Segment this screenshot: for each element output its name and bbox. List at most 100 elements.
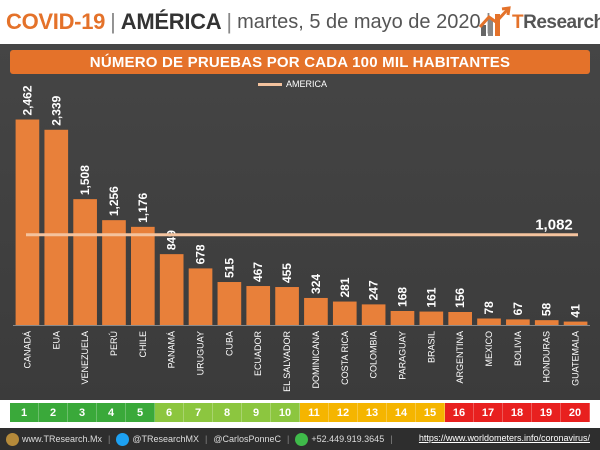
rank-cell: 15: [416, 403, 445, 422]
bar-5: [130, 226, 155, 325]
category-label: PARAGUAY: [397, 331, 407, 380]
rank-cell: 19: [532, 403, 561, 422]
value-label: 156: [453, 288, 467, 308]
value-label: 2,462: [20, 85, 34, 115]
bar-chart: 2,462 CANADÁ 2,339 EUA 1,508 VENEZUELA 1,256 PE…: [13, 85, 590, 392]
bar-9: [246, 286, 271, 325]
category-label: BOLIVIA: [513, 331, 523, 366]
header-topic: COVID-19: [6, 9, 106, 34]
rank-cell: 6: [155, 403, 184, 422]
bar-15: [419, 311, 444, 325]
value-label: 41: [569, 304, 583, 318]
category-label: ECUADOR: [253, 331, 263, 377]
value-label: 849: [165, 230, 179, 250]
category-label: URUGUAY: [196, 331, 206, 375]
rank-cell: 16: [445, 403, 474, 422]
value-label: 467: [251, 262, 265, 282]
rank-cell: 1: [10, 403, 39, 422]
value-label: 515: [222, 258, 236, 278]
rank-cell: 13: [358, 403, 387, 422]
category-label: EUA: [51, 331, 61, 350]
footer: www.TResearch.Mx | @TResearchMX | @Carlo…: [0, 428, 600, 450]
rank-cell: 7: [184, 403, 213, 422]
logo-chart-icon: [478, 6, 511, 36]
header-region: AMÉRICA: [120, 9, 222, 34]
header-separator: |: [110, 9, 116, 34]
category-label: VENEZUELA: [80, 331, 90, 385]
bar-19: [534, 320, 559, 325]
footer-phone[interactable]: +52.449.919.3645: [295, 432, 384, 446]
rank-cell: 11: [300, 403, 329, 422]
header-date: martes, 5 de mayo de 2020: [237, 10, 481, 33]
category-label: CHILE: [138, 331, 148, 358]
reference-value-label: 1,082: [535, 217, 573, 234]
bar-8: [217, 282, 242, 325]
footer-twitter[interactable]: @TResearchMX: [116, 432, 199, 446]
bar-18: [506, 319, 530, 325]
bar-6: [159, 254, 184, 325]
footer-twitter-2[interactable]: @CarlosPonneC: [213, 434, 282, 444]
rank-cell: 12: [329, 403, 358, 422]
category-label: HONDURAS: [542, 331, 552, 383]
header-title: COVID-19 | AMÉRICA | martes, 5 de mayo d…: [6, 8, 496, 36]
bar-13: [361, 304, 386, 325]
rank-cell: 9: [242, 403, 271, 422]
category-label: COLOMBIA: [369, 331, 379, 379]
bar-11: [304, 297, 328, 325]
rank-cell: 10: [271, 403, 300, 422]
value-label: 1,508: [78, 165, 92, 195]
rank-cell: 3: [68, 403, 97, 422]
bar-1: [15, 119, 40, 325]
value-label: 324: [309, 274, 323, 294]
chart-legend: AMERICA: [258, 79, 327, 89]
tresearch-logo: TResearch: [478, 2, 600, 42]
value-label: 78: [482, 301, 496, 315]
rank-cell: 14: [387, 403, 416, 422]
category-label: PANAMÁ: [167, 331, 177, 368]
globe-icon: [6, 432, 19, 446]
source-link[interactable]: https://www.worldometers.info/coronaviru…: [418, 433, 590, 443]
value-label: 67: [511, 302, 525, 316]
footer-separator: |: [287, 434, 290, 444]
bar-2: [44, 129, 69, 325]
category-label: DOMINICANA: [311, 331, 321, 389]
value-label: 455: [280, 263, 294, 283]
value-label: 1,256: [107, 186, 121, 216]
header: COVID-19 | AMÉRICA | martes, 5 de mayo d…: [0, 0, 600, 44]
category-label: GUATEMALA: [571, 331, 581, 386]
legend-line-swatch: [258, 82, 282, 86]
category-label: MEXICO: [484, 331, 494, 367]
bar-10: [275, 287, 299, 325]
category-label: ARGENTINA: [455, 331, 465, 384]
chart-title-bar: NÚMERO DE PRUEBAS POR CADA 100 MIL HABIT…: [10, 50, 590, 74]
bar-4: [102, 220, 126, 325]
category-label: EL SALVADOR: [282, 331, 292, 392]
bar-12: [332, 301, 357, 325]
value-label: 58: [540, 302, 554, 316]
rank-cell: 17: [474, 403, 503, 422]
bar-7: [188, 268, 213, 325]
bar-20: [563, 321, 588, 325]
rank-cell: 20: [561, 403, 590, 422]
category-label: BRASIL: [426, 331, 436, 363]
value-label: 678: [194, 244, 208, 264]
footer-web[interactable]: www.TResearch.Mx: [6, 432, 102, 446]
value-label: 168: [395, 287, 409, 307]
bar-3: [73, 199, 97, 325]
footer-separator: |: [108, 434, 111, 444]
rank-strip: 1 2 3 4 5 6 7 8 9 10 11 12 13 14 15 16 17 18 19 20: [10, 403, 590, 422]
twitter-icon: [116, 432, 130, 446]
logo-text: TResearch: [512, 12, 600, 33]
category-label: CANADÁ: [22, 331, 32, 369]
whatsapp-icon: [295, 432, 309, 446]
value-label: 2,339: [49, 95, 63, 125]
chart-panel: [0, 44, 600, 400]
footer-separator: |: [205, 434, 208, 444]
value-label: 161: [424, 287, 438, 307]
category-label: COSTA RICA: [340, 331, 350, 385]
category-label: PERÚ: [109, 331, 119, 356]
category-label: CUBA: [224, 331, 234, 356]
rank-cell: 2: [39, 403, 68, 422]
legend-label: AMERICA: [286, 79, 328, 89]
rank-cell: 18: [503, 403, 532, 422]
